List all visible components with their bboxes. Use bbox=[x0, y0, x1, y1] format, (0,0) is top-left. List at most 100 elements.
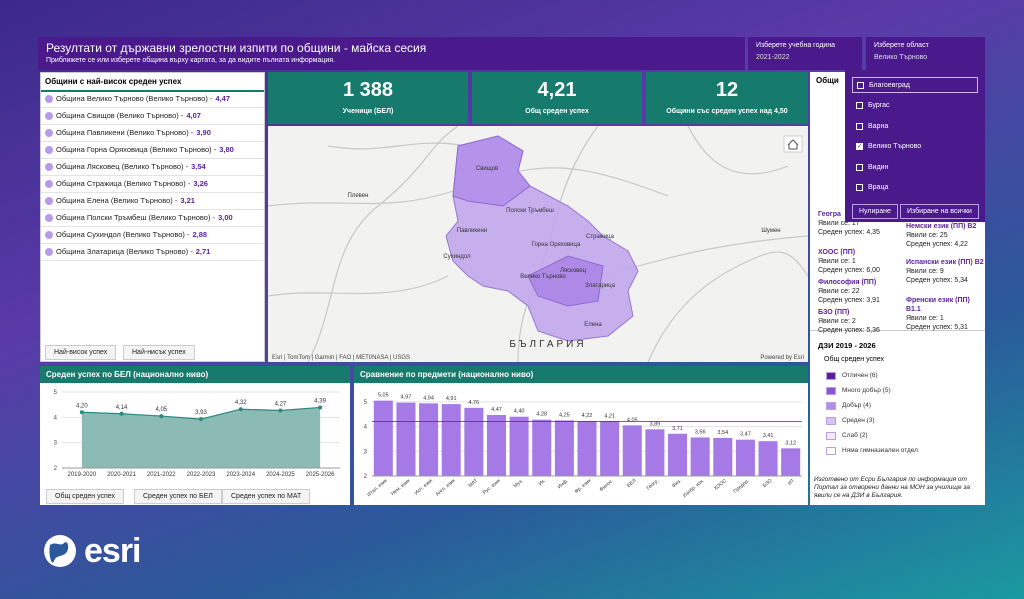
divider bbox=[41, 243, 264, 244]
subject-name: ХООС (ПП) bbox=[818, 249, 856, 256]
y-tick-label: 5 bbox=[364, 400, 368, 406]
subject-count: Явили се: 1 bbox=[906, 315, 944, 322]
list-name: Община Златарица (Велико Търново) - bbox=[56, 247, 193, 256]
tab[interactable]: Среден успех по МАТ bbox=[222, 489, 311, 504]
value-label: 4,20 bbox=[76, 403, 88, 409]
subject: Геогра Явили се: 17 Среден успех: 4,35 bbox=[818, 210, 898, 237]
kpi-value: 12 bbox=[715, 79, 739, 101]
list-name: Община Велико Търново (Велико Търново) - bbox=[56, 94, 213, 103]
list-icon bbox=[45, 213, 53, 222]
legend-swatch bbox=[826, 432, 836, 440]
map-label: Златарица bbox=[585, 283, 615, 289]
divider bbox=[41, 141, 264, 142]
list-item[interactable]: Община Лясковец (Велико Търново) -3,54 bbox=[45, 162, 206, 171]
legend-label: Няма гимназиален отдел bbox=[842, 447, 918, 454]
option[interactable]: Видин bbox=[852, 159, 978, 175]
list-item[interactable]: Община Велико Търново (Велико Търново) -… bbox=[45, 94, 230, 103]
option-label: Благоевград bbox=[869, 81, 910, 89]
y-tick-label: 2 bbox=[54, 466, 58, 472]
home-button[interactable] bbox=[783, 135, 803, 153]
y-tick-label: 2 bbox=[364, 474, 368, 480]
value-label: 3,89 bbox=[650, 421, 661, 427]
x-tick-label: Рус. език bbox=[482, 477, 503, 496]
top-list: Общини с най-висок среден успех Община В… bbox=[40, 72, 265, 362]
option[interactable]: Враца bbox=[852, 180, 978, 196]
bar bbox=[419, 403, 439, 476]
list-item[interactable]: Община Горна Оряховица (Велико Търново) … bbox=[45, 145, 234, 154]
kpi: 12 Общини със среден успех над 4,50 bbox=[646, 72, 808, 124]
x-tick-label: БЕЛ bbox=[626, 478, 637, 489]
button[interactable]: Нулиране bbox=[852, 204, 898, 219]
list-icon bbox=[45, 247, 53, 256]
region[interactable] bbox=[452, 135, 531, 207]
subject: БЗО (ПП) Явили се: 2 Среден успех: 5,36 bbox=[818, 308, 898, 335]
x-tick-label: Изобр. изк. bbox=[682, 478, 706, 499]
list-item[interactable]: Община Павликени (Велико Търново) -3,90 bbox=[45, 128, 211, 137]
list-icon bbox=[45, 145, 53, 154]
value-label: 4,05 bbox=[627, 417, 638, 423]
legend-label: Отличен (6) bbox=[842, 372, 878, 379]
kpi: 4,21 Общ среден успех bbox=[472, 72, 642, 124]
x-tick-label: Геогр. bbox=[646, 478, 661, 492]
option[interactable]: Варна bbox=[852, 118, 978, 134]
kpi-value: 1 388 bbox=[342, 79, 394, 101]
kpi-label: Общини със среден успех над 4,50 bbox=[666, 108, 788, 115]
list-item[interactable]: Община Свищов (Велико Търново) -4,07 bbox=[45, 111, 201, 120]
option[interactable]: Благоевград bbox=[852, 77, 978, 93]
map-label: Свищов bbox=[476, 166, 498, 172]
value-label: 4,22 bbox=[582, 413, 593, 419]
subject-name: Испански език (ПП) B2 bbox=[906, 259, 984, 266]
bar bbox=[373, 400, 393, 476]
map-label: Елена bbox=[584, 322, 602, 328]
bar bbox=[396, 402, 416, 476]
tab[interactable]: Общ среден успех bbox=[46, 489, 125, 504]
logo: esri bbox=[42, 530, 172, 572]
map-label: Велико Търново bbox=[520, 274, 566, 280]
map-label: Павликени bbox=[457, 228, 487, 234]
tab[interactable]: Най-висок успех bbox=[45, 345, 117, 360]
option[interactable]: Бургас bbox=[852, 98, 978, 114]
x-tick-label: 2025-2026 bbox=[306, 472, 335, 478]
bar bbox=[464, 407, 484, 476]
list-item[interactable]: Община Полски Тръмбеш (Велико Търново) -… bbox=[45, 213, 233, 222]
tab[interactable]: Най-нисък успех bbox=[123, 345, 195, 360]
list-value: 3,26 bbox=[193, 179, 208, 188]
x-tick-label: БЗО bbox=[762, 478, 774, 489]
button[interactable]: Избиране на всички bbox=[900, 204, 979, 219]
x-tick-label: МАТ bbox=[467, 478, 479, 489]
value-label: 4,25 bbox=[559, 412, 570, 418]
subject-count: Явили се: 17 bbox=[818, 220, 860, 227]
map-label: Лясковец bbox=[560, 268, 587, 274]
list-value: 3,21 bbox=[180, 196, 195, 205]
bar-panel: Сравнение по предмети (национално ниво) … bbox=[354, 366, 808, 505]
bar-title: Сравнение по предмети (национално ниво) bbox=[354, 366, 808, 383]
line-panel: Среден успех по БЕЛ (национално ниво) 2 3… bbox=[40, 366, 350, 505]
checkbox bbox=[856, 184, 863, 191]
option[interactable]: ✓ Велико Търново bbox=[852, 139, 978, 155]
legend-swatch bbox=[826, 417, 836, 425]
subject-count: Явили се: 22 bbox=[818, 288, 860, 295]
area bbox=[81, 407, 321, 468]
value-label: 3,47 bbox=[740, 432, 751, 438]
legend-swatch bbox=[826, 387, 836, 395]
title: Резултати от държавни зрелостни изпити п… bbox=[46, 41, 427, 55]
list-item[interactable]: Община Сухиндол (Велико Търново) -2,88 bbox=[45, 230, 207, 239]
checkbox bbox=[857, 81, 864, 89]
region[interactable] bbox=[527, 255, 604, 307]
option-label: Видин bbox=[868, 163, 889, 171]
kpi: 1 388 Ученици (БЕЛ) bbox=[268, 72, 468, 124]
x-tick-label: 2023-2024 bbox=[226, 472, 255, 478]
list-name: Община Стражица (Велико Търново) - bbox=[56, 179, 191, 188]
checkbox: ✓ bbox=[856, 143, 863, 150]
dropdown: Благоевград Бургас Варна ✓ Велико Търново Вид… bbox=[845, 70, 985, 222]
list-item[interactable]: Община Стражица (Велико Търново) -3,26 bbox=[45, 179, 208, 188]
divider bbox=[41, 260, 264, 261]
line-title: Среден успех по БЕЛ (национално ниво) bbox=[40, 366, 350, 383]
value-label: 4,32 bbox=[235, 400, 247, 406]
tab[interactable]: Среден успех по БЕЛ bbox=[134, 489, 222, 504]
list-item[interactable]: Община Елена (Велико Търново) -3,21 bbox=[45, 196, 195, 205]
list-icon bbox=[45, 94, 53, 103]
bar bbox=[600, 421, 620, 476]
list-item[interactable]: Община Златарица (Велико Търново) -2,71 bbox=[45, 247, 210, 256]
